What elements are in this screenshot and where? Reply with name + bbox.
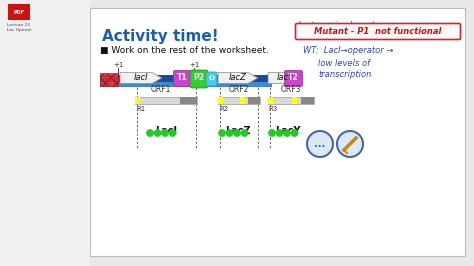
Text: low levels of: low levels of — [318, 59, 370, 68]
FancyBboxPatch shape — [90, 8, 465, 256]
Bar — [100, 75, 272, 82]
Text: O: O — [209, 75, 215, 81]
Text: Activity time!: Activity time! — [102, 29, 219, 44]
Circle shape — [162, 130, 168, 136]
Text: ORF1: ORF1 — [151, 85, 171, 94]
Circle shape — [241, 130, 248, 136]
Text: LacZ: LacZ — [225, 126, 251, 136]
FancyArrow shape — [218, 73, 258, 84]
Bar — [268, 97, 273, 104]
FancyArrow shape — [268, 73, 302, 84]
Circle shape — [234, 130, 240, 136]
Bar — [0, 0, 90, 266]
Bar — [218, 97, 223, 104]
Bar — [268, 97, 314, 104]
Circle shape — [226, 130, 233, 136]
Bar — [180, 97, 197, 104]
Bar — [292, 97, 297, 104]
Text: P2: P2 — [193, 73, 204, 82]
Circle shape — [276, 130, 283, 136]
Text: Lecture 23
Lac Operon: Lecture 23 Lac Operon — [7, 23, 31, 32]
Text: ■ Work on the rest of the worksheet.: ■ Work on the rest of the worksheet. — [100, 46, 269, 55]
Text: PDF: PDF — [13, 10, 25, 15]
Circle shape — [169, 130, 176, 136]
Circle shape — [284, 130, 290, 136]
FancyBboxPatch shape — [190, 70, 208, 88]
Text: R2: R2 — [219, 106, 228, 112]
Text: LacY: LacY — [275, 126, 301, 136]
Text: ORF2: ORF2 — [229, 85, 249, 94]
Circle shape — [307, 131, 333, 157]
Text: Mutant - P1  not functional: Mutant - P1 not functional — [314, 27, 442, 35]
Text: transcription: transcription — [318, 70, 371, 79]
Bar — [301, 97, 314, 104]
Circle shape — [337, 131, 363, 157]
Bar — [135, 97, 197, 104]
Bar — [8, 4, 30, 20]
Text: +1: +1 — [113, 62, 123, 68]
Bar — [240, 97, 245, 104]
Text: +1: +1 — [189, 62, 199, 68]
FancyArrow shape — [120, 73, 162, 84]
Bar — [100, 73, 118, 86]
Text: LacI: LacI — [155, 126, 177, 136]
FancyBboxPatch shape — [295, 23, 461, 39]
Circle shape — [219, 130, 225, 136]
Text: lacI: lacI — [134, 73, 148, 82]
FancyBboxPatch shape — [206, 72, 217, 86]
FancyBboxPatch shape — [173, 70, 191, 86]
Text: R3: R3 — [268, 106, 277, 112]
Text: T2: T2 — [288, 73, 298, 82]
Bar — [100, 82, 272, 87]
Bar — [248, 97, 260, 104]
Text: T1: T1 — [177, 73, 188, 82]
Bar — [135, 97, 140, 104]
Text: lacY: lacY — [276, 73, 293, 82]
Circle shape — [147, 130, 153, 136]
Text: ORF3: ORF3 — [281, 85, 301, 94]
Text: R1: R1 — [136, 106, 145, 112]
Text: ...: ... — [314, 139, 326, 149]
Circle shape — [155, 130, 161, 136]
Circle shape — [269, 130, 275, 136]
Text: WT:  LacI→operator →: WT: LacI→operator → — [303, 46, 393, 55]
Circle shape — [292, 130, 298, 136]
Bar — [218, 97, 260, 104]
Text: lacZ: lacZ — [229, 73, 247, 82]
FancyBboxPatch shape — [284, 70, 302, 86]
Text: lactone is absent: lactone is absent — [298, 21, 375, 30]
